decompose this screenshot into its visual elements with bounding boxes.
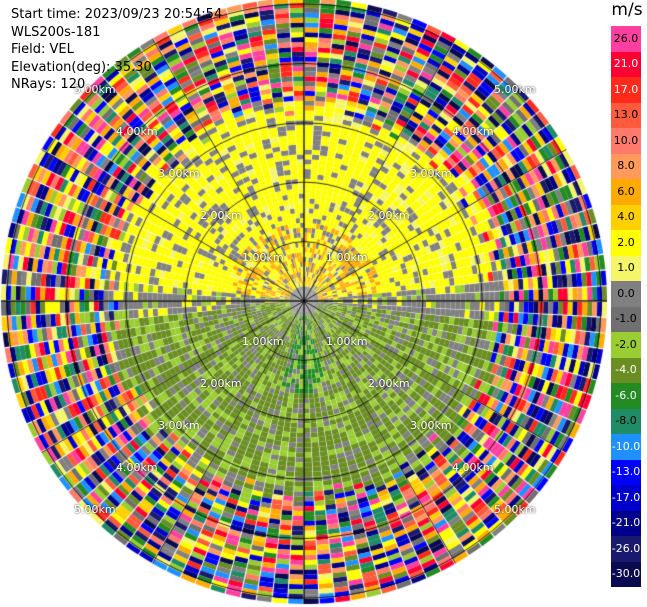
range-ring-label: 5.00km: [494, 503, 536, 516]
range-ring-label: 3.00km: [410, 166, 452, 180]
colorbar-tick-label: 21.0: [613, 57, 639, 71]
field-text: Field: VEL: [11, 42, 74, 58]
range-ring-label: 2.00km: [368, 377, 410, 390]
colorbar-segment: 10.0: [611, 128, 641, 154]
range-ring-label: 4.00km: [115, 461, 158, 474]
colorbar-segment: 8.0: [611, 153, 641, 179]
colorbar-tick-label: -10.0: [611, 439, 641, 453]
range-ring-label: 2.00km: [199, 208, 242, 222]
colorbar-tick-label: -30.0: [611, 567, 641, 581]
colorbar-segment: 17.0: [611, 77, 641, 103]
colorbar-segment: 2.0: [611, 230, 641, 256]
colorbar-tick-label: 10.0: [613, 133, 639, 147]
colorbar-segment: -6.0: [611, 383, 641, 409]
colorbar-segment: 6.0: [611, 179, 641, 205]
velocity-colorbar: 26.0 21.0 17.0 13.0 10.0 8.0 6.0 4.0 2.0 1.0 0.0 -1…: [611, 26, 641, 587]
colorbar-segment: -13.0: [611, 459, 641, 485]
colorbar-tick-label: -4.0: [615, 363, 637, 377]
range-ring-label: 3.00km: [157, 419, 200, 432]
colorbar-tick-label: 13.0: [613, 108, 639, 122]
colorbar-segment: 21.0: [611, 51, 641, 77]
range-ring-label: 1.00km: [326, 335, 368, 348]
colorbar-segment: -2.0: [611, 332, 641, 358]
range-ring-label: 1.00km: [241, 335, 284, 348]
range-ring-label: 4.00km: [452, 461, 494, 474]
colorbar-segment: -21.0: [611, 510, 641, 536]
instrument-text: WLS200s-181: [11, 24, 101, 40]
colorbar-tick-label: 8.0: [617, 159, 635, 173]
range-ring-label: 2.00km: [199, 377, 242, 390]
colorbar-tick-label: -21.0: [611, 516, 641, 530]
elevation-text: Elevation(deg): 35.30: [11, 59, 152, 75]
range-ring-label: 1.00km: [241, 250, 284, 264]
colorbar-tick-label: 17.0: [613, 82, 639, 96]
range-ring-label: 3.00km: [410, 419, 452, 432]
colorbar-segment: -8.0: [611, 408, 641, 434]
range-ring-label: 2.00km: [368, 208, 410, 222]
colorbar-tick-label: -6.0: [615, 388, 637, 402]
colorbar-tick-label: 26.0: [613, 31, 639, 45]
colorbar-tick-label: -17.0: [611, 490, 641, 504]
colorbar-segment: 26.0: [611, 26, 641, 52]
colorbar-segment: 4.0: [611, 204, 641, 230]
colorbar-tick-label: -1.0: [615, 312, 637, 326]
colorbar-segment: -30.0: [611, 561, 641, 587]
colorbar-unit: m/s: [611, 0, 643, 20]
colorbar-tick-label: -8.0: [615, 414, 637, 428]
colorbar-segment: -17.0: [611, 485, 641, 511]
range-ring-label: 4.00km: [452, 124, 494, 138]
start-time-text: Start time: 2023/09/23 20:54:54: [11, 7, 223, 22]
colorbar-segment: -10.0: [611, 434, 641, 460]
range-ring-label: 3.00km: [157, 166, 200, 180]
colorbar-tick-label: -26.0: [611, 541, 641, 555]
colorbar-segment: 13.0: [611, 102, 641, 128]
colorbar-tick-label: 4.0: [617, 210, 635, 224]
colorbar-segment: -4.0: [611, 357, 641, 383]
colorbar-segment: -1.0: [611, 306, 641, 332]
range-ring-label: 1.00km: [326, 250, 368, 264]
scan-info-panel: Start time: 2023/09/23 20:54:54 WLS200s-…: [11, 6, 222, 94]
colorbar-segment: 1.0: [611, 255, 641, 281]
colorbar-segment: -26.0: [611, 536, 641, 562]
colorbar-tick-label: 0.0: [617, 286, 635, 300]
range-ring-label: 5.00km: [73, 82, 116, 96]
colorbar-segment: 0.0: [611, 281, 641, 307]
colorbar-tick-label: 6.0: [617, 184, 635, 198]
colorbar-tick-label: -2.0: [615, 337, 637, 351]
colorbar-tick-label: 1.0: [617, 261, 635, 275]
range-ring-label: 5.00km: [494, 82, 536, 96]
colorbar-tick-label: 2.0: [617, 235, 635, 249]
range-ring-label: 5.00km: [73, 503, 116, 516]
colorbar-tick-label: -13.0: [611, 465, 641, 479]
nrays-text: NRays: 120: [11, 77, 86, 93]
range-ring-label: 4.00km: [115, 124, 158, 138]
